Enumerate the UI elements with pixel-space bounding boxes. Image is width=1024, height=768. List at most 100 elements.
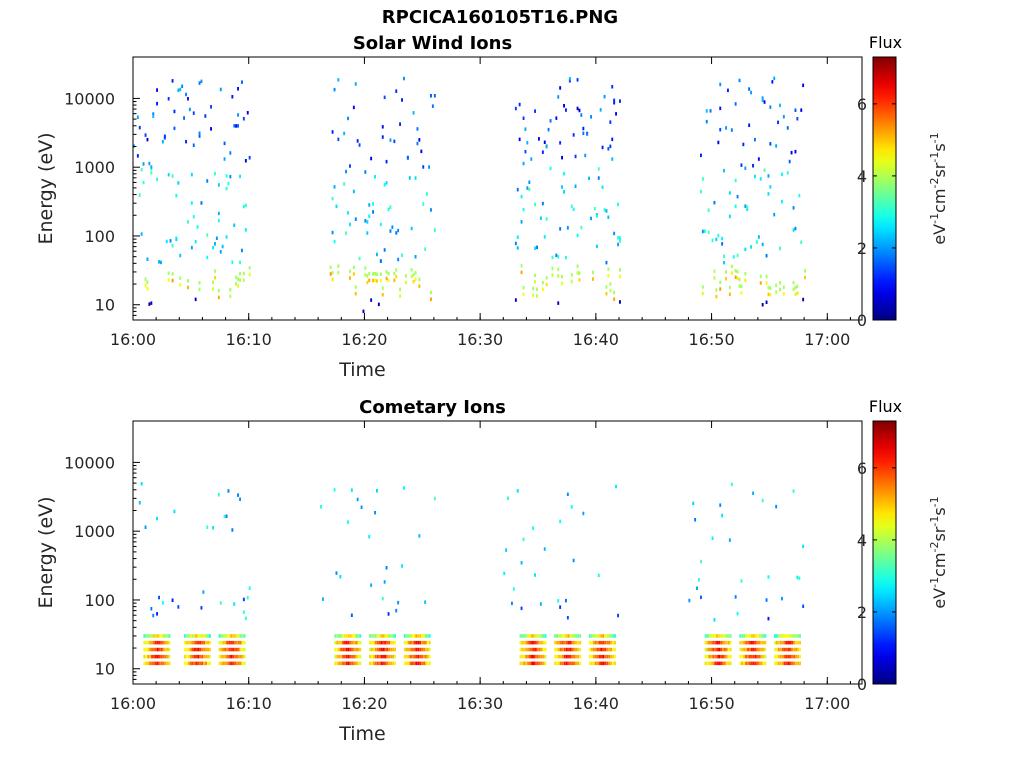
data-pixel [588, 176, 590, 181]
data-pixel [610, 640, 612, 645]
data-pixel [188, 107, 191, 112]
data-pixel [248, 156, 251, 160]
data-pixel [421, 661, 423, 666]
data-pixel [198, 81, 201, 85]
data-pixel [389, 138, 392, 142]
data-pixel [195, 640, 198, 645]
data-pixel [200, 606, 203, 610]
data-pixel [614, 654, 616, 659]
data-pixel [576, 271, 579, 275]
data-pixel [791, 654, 794, 659]
data-pixel [722, 647, 724, 652]
data-pixel [426, 654, 429, 659]
data-pixel [162, 661, 165, 666]
data-pixel [706, 640, 709, 645]
data-pixel [340, 661, 342, 666]
unit-exponent: -1 [928, 152, 941, 163]
data-pixel [386, 634, 389, 638]
data-pixel [232, 647, 234, 652]
data-pixel [609, 120, 612, 124]
data-pixel [342, 654, 344, 659]
data-pixel [795, 661, 798, 666]
data-pixel [600, 647, 603, 652]
data-pixel [613, 231, 616, 236]
data-pixel [152, 613, 155, 618]
data-pixel [403, 647, 406, 652]
data-pixel [368, 203, 371, 207]
data-pixel [783, 647, 786, 652]
data-pixel [423, 634, 425, 638]
data-pixel [722, 654, 724, 659]
data-pixel [544, 647, 547, 652]
data-pixel [223, 141, 226, 146]
data-pixel [343, 182, 346, 186]
data-pixel [600, 654, 603, 659]
data-pixel [519, 647, 522, 652]
data-pixel [744, 204, 747, 208]
data-pixel [507, 496, 509, 500]
data-pixel [155, 654, 157, 659]
data-pixel [415, 654, 418, 659]
data-pixel [385, 181, 388, 185]
data-pixel [692, 501, 695, 506]
data-pixel [740, 163, 743, 167]
data-pixel [369, 654, 371, 659]
data-pixel [183, 116, 185, 120]
data-pixel [212, 245, 214, 250]
data-pixel [350, 613, 353, 617]
x-tick-label: 16:00 [110, 330, 156, 349]
data-pixel [571, 654, 574, 659]
data-pixel [540, 634, 543, 638]
data-pixel [155, 661, 157, 666]
data-pixel [800, 108, 803, 112]
data-pixel [140, 482, 143, 486]
data-pixel [234, 661, 236, 666]
unit-base: sr [930, 526, 949, 541]
data-pixel [787, 647, 790, 652]
data-pixel [792, 287, 795, 292]
data-pixel [338, 634, 341, 638]
data-pixel [525, 647, 528, 652]
data-pixel [144, 284, 147, 288]
data-pixel [151, 661, 153, 666]
data-pixel [611, 157, 614, 161]
data-pixel [597, 176, 600, 180]
data-pixel [392, 661, 395, 666]
data-pixel [792, 489, 795, 493]
data-pixel [386, 647, 389, 652]
data-pixel [423, 640, 425, 645]
data-pixel [349, 661, 352, 666]
data-pixel [374, 175, 376, 179]
data-pixel [209, 647, 211, 652]
data-pixel [333, 185, 336, 189]
data-pixel [577, 647, 580, 652]
data-pixel [715, 294, 718, 299]
data-pixel [347, 647, 350, 652]
data-pixel [566, 226, 569, 230]
data-pixel [205, 654, 207, 659]
data-pixel [529, 647, 531, 652]
data-pixel [385, 276, 388, 281]
data-pixel [342, 647, 344, 652]
data-pixel [700, 559, 702, 564]
data-pixel [390, 654, 393, 659]
data-pixel [179, 283, 182, 287]
data-pixel [533, 647, 535, 652]
data-pixel [793, 654, 796, 659]
data-pixel [721, 513, 724, 518]
data-pixel [738, 78, 741, 83]
data-pixel [756, 634, 759, 638]
data-pixel [206, 255, 209, 260]
data-pixel [183, 647, 186, 652]
data-pixel [544, 640, 547, 645]
data-pixel [521, 661, 524, 666]
data-pixel [145, 654, 148, 659]
data-pixel [226, 634, 229, 638]
data-pixel [138, 501, 141, 505]
data-pixel [205, 634, 207, 638]
data-pixel [717, 233, 720, 238]
data-pixel [408, 176, 411, 180]
data-pixel [536, 640, 539, 645]
data-pixel [430, 290, 432, 295]
data-pixel [197, 647, 200, 652]
